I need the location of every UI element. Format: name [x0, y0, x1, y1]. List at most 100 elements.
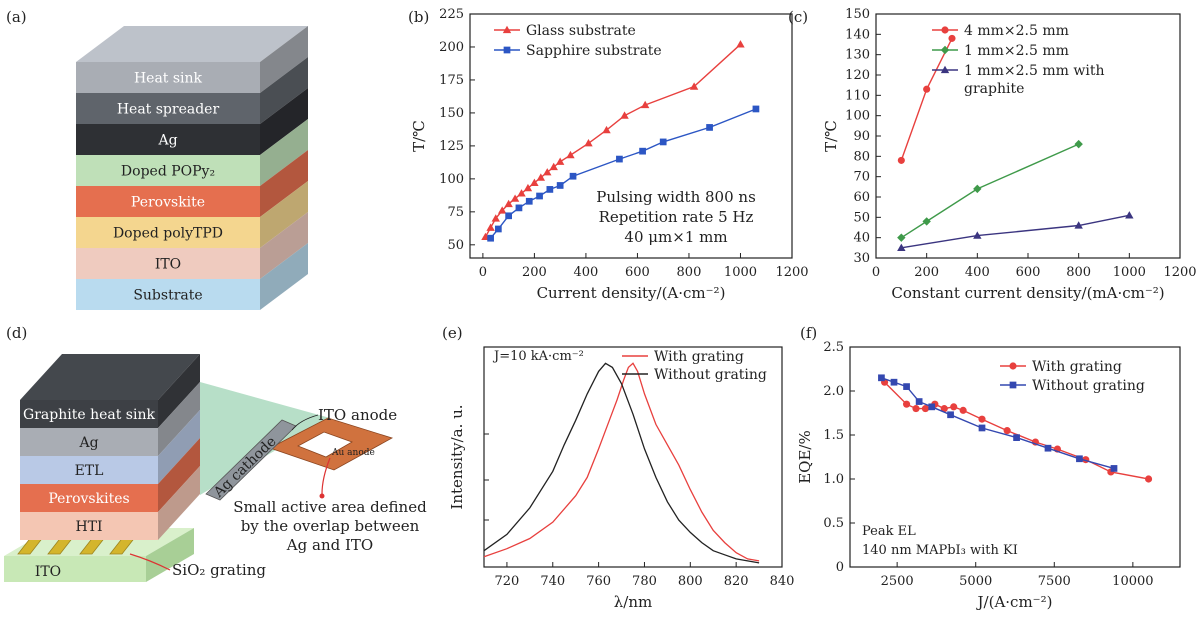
- stack-a-layer-side: [260, 119, 308, 186]
- data-point: [517, 189, 526, 197]
- stack-a-layer-side: [260, 150, 308, 217]
- legend-label: With grating: [1032, 359, 1122, 375]
- data-point: [549, 162, 558, 171]
- y-tick-label: 90: [853, 129, 870, 144]
- data-point: [903, 400, 911, 408]
- y-tick-label: 150: [439, 106, 464, 121]
- stack-d-layer: [20, 428, 158, 456]
- data-point: [1013, 434, 1020, 441]
- stack-d-layer-label: Ag: [78, 435, 98, 451]
- y-tick-label: 100: [439, 172, 464, 187]
- data-point: [659, 138, 667, 146]
- y-tick-label: 150: [845, 7, 870, 22]
- y-axis-label: Intensity/a. u.: [448, 404, 466, 509]
- data-point: [584, 139, 593, 147]
- stack-a-layer-side: [260, 243, 308, 310]
- x-tick-label: 760: [586, 574, 611, 589]
- y-tick-label: 2.0: [823, 384, 844, 399]
- data-point: [616, 155, 623, 163]
- legend-marker: [503, 46, 511, 54]
- y-tick-label: 110: [845, 88, 870, 103]
- panel-label-b: (b): [408, 8, 429, 26]
- caption-line: by the overlap between: [241, 517, 420, 535]
- data-point: [978, 424, 986, 432]
- y-tick-label: 40: [853, 231, 870, 246]
- stack-a-layer-label: Doped POPy₂: [121, 164, 215, 180]
- x-axis-label: Current density/(A·cm⁻²): [537, 284, 726, 302]
- data-point: [639, 147, 646, 155]
- stack-d-layer-label: ETL: [75, 463, 104, 479]
- data-point: [897, 156, 905, 164]
- data-point: [602, 125, 611, 134]
- stack-a-layer: [76, 62, 260, 93]
- stack-a-layer-side: [260, 26, 308, 93]
- stack-a-layer: [76, 217, 260, 248]
- stack-a-layer-label: Doped polyTPD: [113, 226, 223, 242]
- stack-d-layer-label: HTI: [75, 519, 102, 535]
- data-point: [1074, 221, 1083, 229]
- stack-a-layer-label: Substrate: [133, 288, 202, 304]
- stack-a-layer-side: [260, 88, 308, 155]
- data-point: [878, 374, 885, 382]
- x-axis-label: λ/nm: [614, 593, 652, 611]
- stack-d-layer-label: Perovskites: [48, 491, 129, 507]
- data-point: [915, 398, 923, 405]
- data-point: [912, 405, 920, 413]
- y-tick-label: 175: [439, 73, 464, 88]
- legend-marker: [941, 26, 949, 34]
- stack-a-layer: [76, 248, 260, 279]
- legend-marker: [1009, 381, 1017, 389]
- data-point: [921, 405, 929, 413]
- caption-pointer-dot: [319, 493, 325, 499]
- chart-e: 720 740 760 780 800 820 840 λ/nm Intensity/a. u.…: [448, 346, 795, 611]
- y-axis-label: T/℃: [822, 120, 840, 152]
- legend-label: Sapphire substrate: [526, 43, 662, 59]
- x-tick-label: 5000: [959, 574, 992, 589]
- stack-d-layer-side: [158, 466, 200, 540]
- legend-label: 1 mm×2.5 mm with: [964, 63, 1104, 79]
- y-tick-label: 1.0: [823, 472, 844, 487]
- stack-a-layer-label: Heat spreader: [117, 102, 220, 118]
- data-point: [947, 411, 954, 419]
- panel-label-c: (c): [788, 8, 808, 26]
- ito-anode-pointer: [291, 414, 319, 431]
- x-tick-label: 720: [495, 574, 520, 589]
- stack-a-layer-side: [260, 181, 308, 248]
- y-tick-label: 225: [439, 7, 464, 22]
- chart-annotation: 40 μm×1 mm: [624, 228, 727, 246]
- legend-label: 4 mm×2.5 mm: [964, 23, 1069, 39]
- stack-a-layer: [76, 155, 260, 186]
- x-tick-label: 1200: [775, 265, 808, 280]
- au-anode-window: [297, 431, 353, 458]
- stack-a-layer-label: Heat sink: [134, 71, 203, 87]
- x-tick-label: 800: [1066, 265, 1091, 280]
- x-tick-label: 840: [770, 574, 795, 589]
- plot-frame: [483, 346, 783, 568]
- data-point: [959, 406, 967, 414]
- chart-annotation: Repetition rate 5 Hz: [599, 208, 754, 226]
- data-point: [752, 105, 760, 113]
- y-tick-label: 60: [853, 190, 870, 205]
- data-point: [973, 184, 982, 194]
- au-anode-label: Au anode: [331, 448, 375, 458]
- data-point: [1003, 427, 1011, 435]
- series-line: [483, 362, 760, 564]
- y-tick-label: 130: [845, 48, 870, 63]
- y-tick-label: 0: [836, 560, 844, 575]
- stack-a-layer: [76, 124, 260, 155]
- data-point: [523, 183, 533, 192]
- panel-label-e: (e): [442, 324, 463, 342]
- x-tick-label: 820: [724, 574, 749, 589]
- y-tick-label: 100: [845, 109, 870, 124]
- panel-label-a: (a): [6, 8, 27, 26]
- ito-base-label: ITO: [35, 564, 61, 580]
- data-point: [543, 168, 552, 176]
- data-point: [640, 100, 650, 109]
- data-point: [536, 173, 546, 181]
- stack-d-layer: [20, 456, 158, 484]
- stack-a-layer-label: ITO: [155, 257, 181, 273]
- y-tick-label: 120: [845, 68, 870, 83]
- data-point: [620, 111, 629, 119]
- legend-label: With grating: [654, 349, 744, 365]
- x-tick-label: 10000: [1112, 574, 1153, 589]
